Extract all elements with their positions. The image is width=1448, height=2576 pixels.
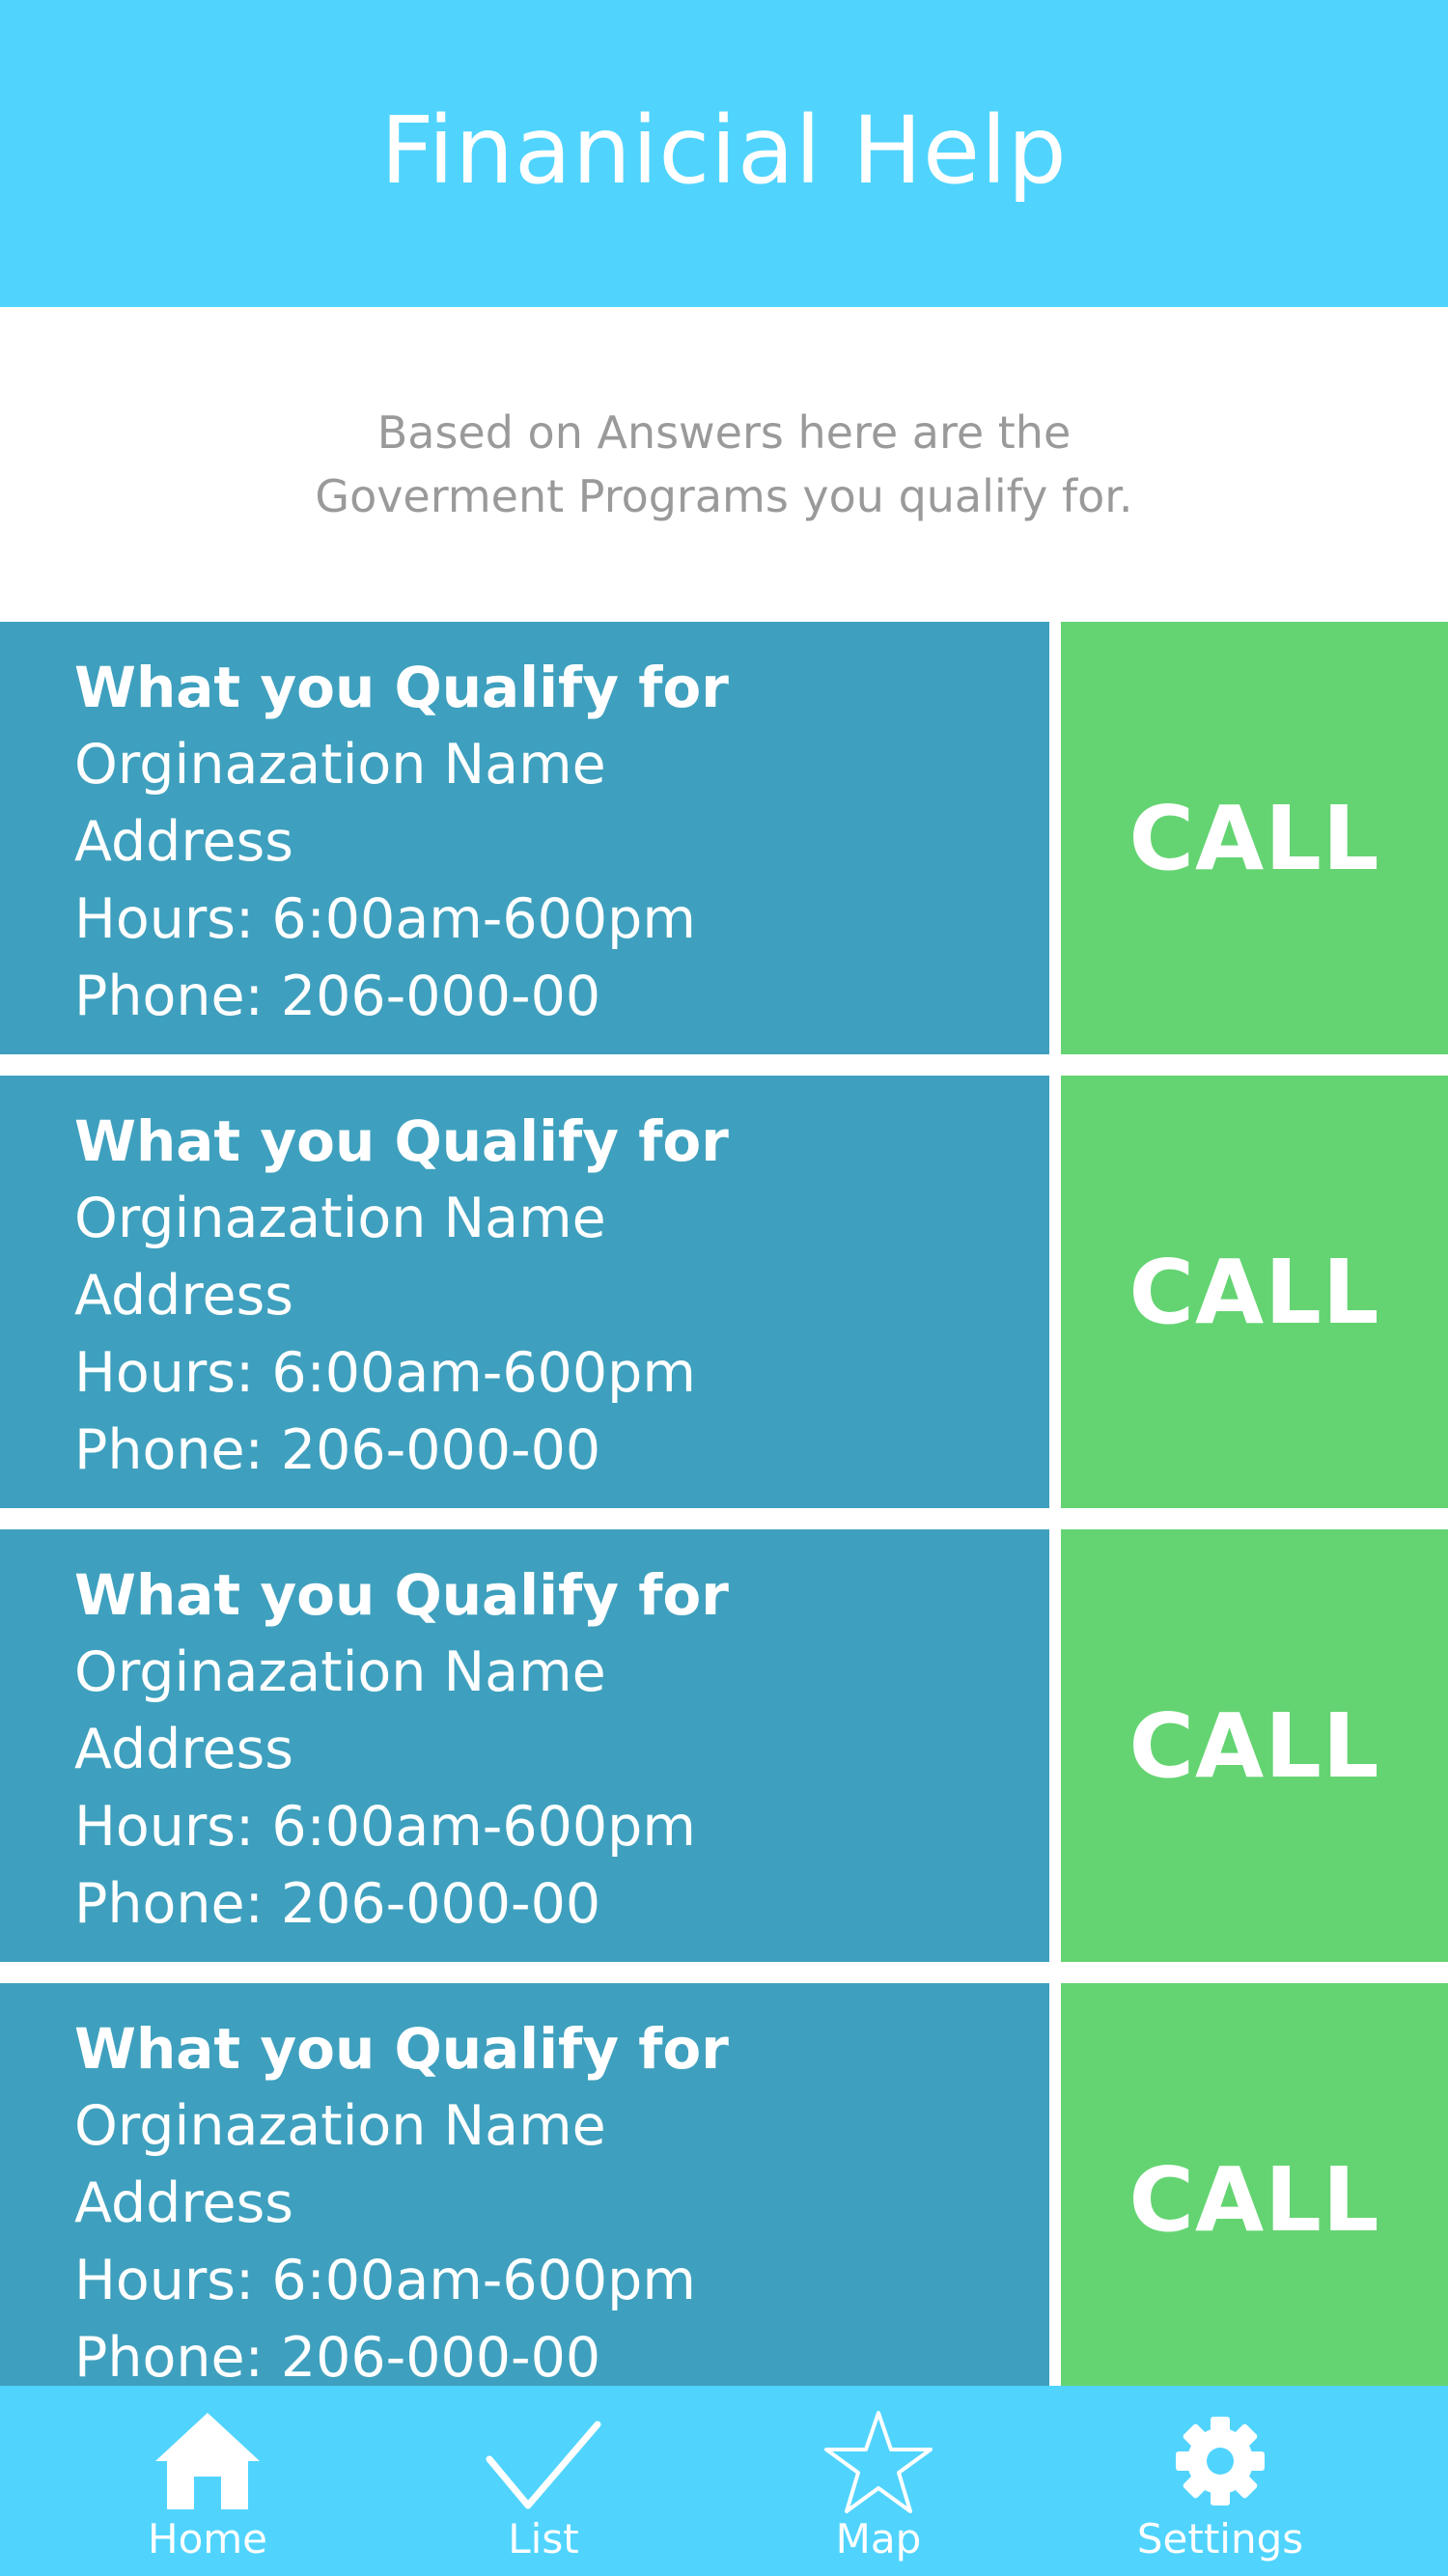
organization-name: Orginazation Name <box>74 2094 606 2158</box>
tab-list[interactable]: List <box>379 2386 708 2576</box>
program-details: What you Qualify for Orginazation Name A… <box>0 1076 1049 1508</box>
tab-map-label: Map <box>835 2515 922 2562</box>
organization-address: Address <box>74 810 293 874</box>
checkmark-icon <box>486 2409 601 2515</box>
organization-phone: Phone: 206-000-00 <box>74 1872 601 1936</box>
program-heading: What you Qualify for <box>74 2016 729 2082</box>
organization-hours: Hours: 6:00am-600pm <box>74 2249 696 2312</box>
program-heading: What you Qualify for <box>74 1108 729 1174</box>
program-details: What you Qualify for Orginazation Name A… <box>0 1529 1049 1962</box>
program-card: What you Qualify for Orginazation Name A… <box>0 1076 1448 1508</box>
tab-map[interactable]: Map <box>714 2386 1043 2576</box>
organization-phone: Phone: 206-000-00 <box>74 965 601 1028</box>
program-details: What you Qualify for Orginazation Name A… <box>0 1983 1049 2416</box>
program-details: What you Qualify for Orginazation Name A… <box>0 622 1049 1054</box>
star-icon <box>821 2409 936 2515</box>
organization-address: Address <box>74 2171 293 2235</box>
app-header: Finanicial Help <box>0 0 1448 307</box>
organization-hours: Hours: 6:00am-600pm <box>74 1795 696 1859</box>
program-card: What you Qualify for Orginazation Name A… <box>0 622 1448 1054</box>
gear-icon <box>1162 2409 1278 2515</box>
program-heading: What you Qualify for <box>74 655 729 720</box>
organization-hours: Hours: 6:00am-600pm <box>74 887 696 951</box>
organization-address: Address <box>74 1718 293 1781</box>
tab-settings[interactable]: Settings <box>1056 2386 1384 2576</box>
program-card: What you Qualify for Orginazation Name A… <box>0 1983 1448 2416</box>
tab-home[interactable]: Home <box>43 2386 372 2576</box>
call-button[interactable]: CALL <box>1061 1076 1448 1508</box>
home-icon <box>150 2409 265 2515</box>
organization-address: Address <box>74 1264 293 1328</box>
program-heading: What you Qualify for <box>74 1562 729 1628</box>
intro-section: Based on Answers here are the Goverment … <box>0 307 1448 622</box>
call-button[interactable]: CALL <box>1061 622 1448 1054</box>
organization-name: Orginazation Name <box>74 1640 606 1704</box>
organization-phone: Phone: 206-000-00 <box>74 2326 601 2390</box>
organization-name: Orginazation Name <box>74 733 606 797</box>
tab-list-label: List <box>508 2515 579 2562</box>
call-button[interactable]: CALL <box>1061 1529 1448 1962</box>
organization-hours: Hours: 6:00am-600pm <box>74 1341 696 1405</box>
organization-name: Orginazation Name <box>74 1187 606 1250</box>
call-button[interactable]: CALL <box>1061 1983 1448 2416</box>
intro-text: Based on Answers here are the Goverment … <box>315 406 1133 522</box>
page-title: Finanicial Help <box>380 97 1068 205</box>
bottom-tab-bar: Home List Map <box>0 2386 1448 2576</box>
program-card: What you Qualify for Orginazation Name A… <box>0 1529 1448 1962</box>
tab-home-label: Home <box>147 2515 268 2562</box>
tab-settings-label: Settings <box>1136 2515 1304 2562</box>
organization-phone: Phone: 206-000-00 <box>74 1418 601 1482</box>
